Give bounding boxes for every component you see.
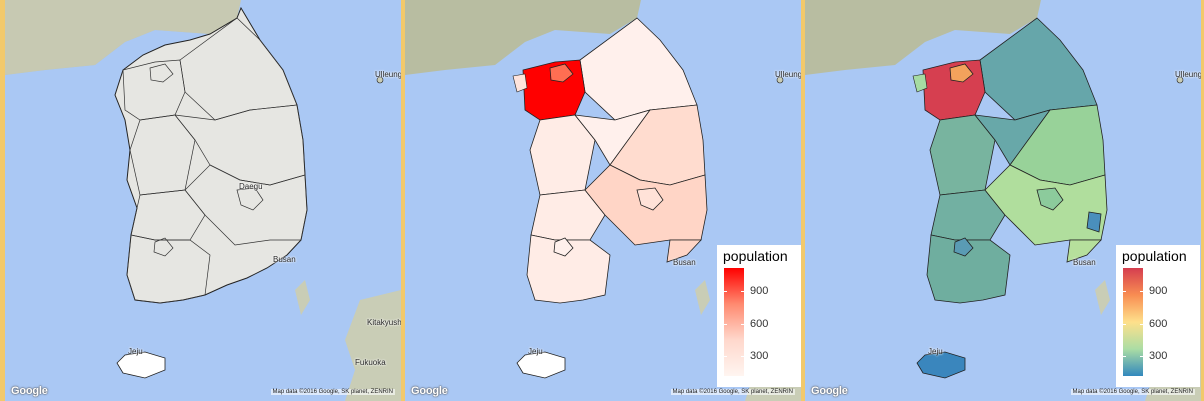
legend-tick-mark bbox=[1123, 291, 1126, 292]
tsushima-island bbox=[695, 280, 710, 315]
city-label-fukuoka: Fukuoka bbox=[355, 358, 386, 367]
city-label-busan: Busan bbox=[1073, 258, 1096, 267]
city-label-jeju: Jeju bbox=[928, 347, 943, 356]
region-gwangju bbox=[953, 237, 974, 257]
region-incheon bbox=[912, 73, 928, 93]
region-busan bbox=[1066, 239, 1102, 263]
ulleung-island bbox=[1176, 76, 1184, 84]
legend-tick-300: 300 bbox=[750, 350, 769, 362]
region-daegu bbox=[1036, 187, 1064, 211]
map-panel-base[interactable]: Busan Daegu Kitakyushu Fukuoka Ulleung J… bbox=[5, 0, 401, 401]
korea-regions-spectral bbox=[912, 17, 1108, 379]
region-jeonnam bbox=[526, 234, 611, 304]
legend-tick-mark bbox=[741, 356, 744, 357]
legend-title: population bbox=[723, 248, 788, 264]
legend-tick-mark bbox=[1123, 356, 1126, 357]
legend-tick-mark bbox=[724, 291, 727, 292]
ulleung-island bbox=[776, 76, 784, 84]
region-busan bbox=[666, 239, 702, 263]
tsushima-island bbox=[295, 280, 310, 315]
region-gangwon bbox=[979, 17, 1098, 121]
legend-tick-mark bbox=[1140, 291, 1143, 292]
china-landmass-shade bbox=[5, 0, 241, 75]
legend-reds: population 900 600 300 bbox=[717, 245, 801, 387]
region-jeju bbox=[516, 351, 566, 379]
region-seoul bbox=[549, 63, 574, 83]
city-label-jeju: Jeju bbox=[128, 347, 143, 356]
legend-spectral: population 900 600 300 bbox=[1116, 245, 1200, 387]
city-label-ulleung: Ulleung bbox=[375, 70, 401, 79]
legend-title: population bbox=[1122, 248, 1187, 264]
city-label-busan: Busan bbox=[273, 255, 296, 264]
legend-tick-mark bbox=[741, 324, 744, 325]
legend-tick-300: 300 bbox=[1149, 350, 1168, 362]
city-label-ulleung: Ulleung bbox=[775, 70, 801, 79]
region-seoul bbox=[949, 63, 974, 83]
google-logo: Google bbox=[411, 385, 448, 397]
google-logo: Google bbox=[11, 385, 48, 397]
region-jeju bbox=[916, 351, 966, 379]
korea-regions-reds bbox=[512, 17, 708, 379]
map-attribution: Map data ©2016 Google, SK planet, ZENRIN bbox=[270, 389, 395, 395]
korea-outline bbox=[114, 6, 308, 379]
legend-tick-mark bbox=[1123, 324, 1126, 325]
ulleung-island bbox=[376, 76, 384, 84]
map-attribution: Map data ©2016 Google, SK planet, ZENRIN bbox=[1070, 389, 1195, 395]
legend-tick-mark bbox=[724, 324, 727, 325]
legend-tick-mark bbox=[741, 291, 744, 292]
tsushima-island bbox=[1095, 280, 1110, 315]
city-label-jeju: Jeju bbox=[528, 347, 543, 356]
china-landmass bbox=[805, 0, 1041, 75]
region-gangwon bbox=[579, 17, 698, 121]
japan-landmass bbox=[345, 290, 401, 401]
map-canvas-base bbox=[5, 0, 401, 401]
map-attribution: Map data ©2016 Google, SK planet, ZENRIN bbox=[670, 389, 795, 395]
region-gwangju bbox=[553, 237, 574, 257]
legend-tick-900: 900 bbox=[750, 285, 769, 297]
legend-colorbar bbox=[724, 268, 744, 376]
city-label-ulleung: Ulleung bbox=[1175, 70, 1201, 79]
region-jeonnam bbox=[926, 234, 1011, 304]
legend-tick-mark bbox=[1140, 356, 1143, 357]
city-label-busan: Busan bbox=[673, 258, 696, 267]
legend-tick-900: 900 bbox=[1149, 285, 1168, 297]
legend-tick-mark bbox=[1140, 324, 1143, 325]
city-label-kitakyushu: Kitakyushu bbox=[367, 318, 401, 327]
region-daegu bbox=[636, 187, 664, 211]
legend-tick-mark bbox=[724, 356, 727, 357]
legend-tick-600: 600 bbox=[1149, 318, 1168, 330]
region-incheon bbox=[512, 73, 528, 93]
china-landmass bbox=[405, 0, 641, 75]
google-logo: Google bbox=[811, 385, 848, 397]
region-ulsan bbox=[1086, 211, 1102, 233]
city-label-daegu: Daegu bbox=[239, 182, 263, 191]
legend-tick-600: 600 bbox=[750, 318, 769, 330]
legend-colorbar bbox=[1123, 268, 1143, 376]
